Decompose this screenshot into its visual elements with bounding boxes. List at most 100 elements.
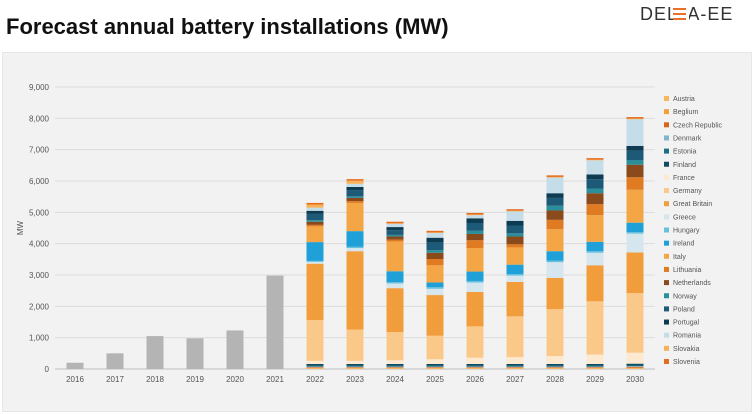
legend-swatch [664, 319, 669, 325]
bar-segment [386, 367, 404, 368]
bar-segment [586, 158, 604, 160]
bar-segment [306, 320, 324, 361]
bar-segment [426, 363, 444, 366]
bar-segment [546, 367, 564, 368]
bar-segment [346, 251, 364, 330]
bar-segment [546, 368, 564, 369]
bar-segment [506, 247, 524, 265]
bar-segment [426, 366, 444, 368]
bar-segment [586, 368, 604, 369]
bar-segment [626, 189, 644, 223]
y-tick-label: 9,000 [29, 83, 50, 92]
bar-segment [306, 224, 324, 227]
legend-swatch [664, 359, 669, 364]
bar-segment [426, 230, 444, 233]
bar-historical [266, 275, 284, 369]
bar-segment [586, 301, 604, 355]
bar-segment [546, 210, 564, 220]
x-tick-label: 2025 [426, 375, 444, 384]
bar-segment [346, 202, 364, 232]
legend-swatch [664, 174, 669, 180]
bar-segment [426, 335, 444, 360]
bar-segment [586, 241, 604, 252]
bar-segment [426, 359, 444, 364]
x-tick-label: 2022 [306, 375, 324, 384]
bar-segment [506, 209, 524, 211]
bar-segment [506, 363, 524, 366]
y-axis-title: MW [16, 220, 25, 235]
bar-historical [226, 330, 244, 369]
bar-segment [546, 251, 564, 261]
legend-swatch [664, 266, 669, 272]
legend-swatch [664, 253, 669, 259]
bar-segment [346, 367, 364, 368]
legend-label: Czech Republic [673, 122, 723, 129]
bar-segment [626, 366, 644, 368]
bar-segment [626, 368, 644, 369]
bar-segment [466, 363, 484, 366]
bar-segment [506, 367, 524, 368]
bar-segment [386, 363, 404, 366]
bar-segment [546, 229, 564, 252]
bar-segment [626, 177, 644, 190]
legend-swatch [664, 96, 669, 101]
legend-label: France [673, 175, 695, 182]
bar-segment [546, 365, 564, 367]
bar-segment [466, 271, 484, 281]
bar-segment [506, 281, 524, 317]
bar-segment [546, 367, 564, 369]
legend-label: Lithuania [673, 267, 702, 274]
x-tick-label: 2020 [226, 375, 244, 384]
bar-segment [506, 365, 524, 367]
bar-segment [546, 260, 564, 263]
bar-segment [506, 233, 524, 237]
x-tick-label: 2030 [626, 375, 644, 384]
legend-label: Slovenia [673, 359, 700, 366]
bar-segment [466, 368, 484, 369]
bar-segment [386, 230, 404, 235]
bar-segment [506, 275, 524, 282]
bar-segment [506, 274, 524, 276]
bar-segment [466, 214, 484, 216]
bar-segment [306, 368, 324, 369]
legend-label: Germany [673, 188, 702, 195]
bar-segment [546, 356, 564, 364]
bar-segment [506, 368, 524, 369]
bar-segment [426, 259, 444, 266]
bar-segment [506, 225, 524, 234]
bar-segment [546, 277, 564, 310]
bar-segment [546, 363, 564, 366]
bar-segment [426, 367, 444, 368]
bar-segment [346, 186, 364, 191]
stacked-bar-chart: 0 1,000 2,000 3,000 4,000 5,000 6,000 7,000 8,00… [16, 83, 723, 384]
legend-label: Great Britain [673, 201, 712, 208]
bar-segment [466, 365, 484, 367]
bar-segment [306, 260, 324, 262]
bar-segment [466, 357, 484, 364]
x-tick-label: 2029 [586, 375, 604, 384]
bar-segment [346, 366, 364, 368]
bar-segment [346, 363, 364, 366]
bar-segment [386, 239, 404, 242]
bar-segment [626, 222, 644, 233]
legend-swatch [664, 280, 669, 286]
bar-segment [386, 288, 404, 333]
bar-segment [546, 366, 564, 368]
x-tick-label: 2021 [266, 375, 284, 384]
bar-segment [506, 244, 524, 248]
x-tick-label: 2016 [66, 375, 84, 384]
bar-segment [346, 246, 364, 249]
bar-historical [146, 336, 164, 369]
legend-swatch [664, 332, 669, 338]
bar-segment [306, 360, 324, 364]
bar-segment [546, 262, 564, 278]
legend-label: Italy [673, 254, 686, 261]
bar-segment [426, 282, 444, 288]
legend-label: Hungary [673, 228, 700, 235]
bar-segment [426, 233, 444, 238]
bar-segment [546, 309, 564, 357]
bar-segment [586, 215, 604, 242]
bar-segment [426, 242, 444, 251]
bar-segment [586, 251, 604, 253]
